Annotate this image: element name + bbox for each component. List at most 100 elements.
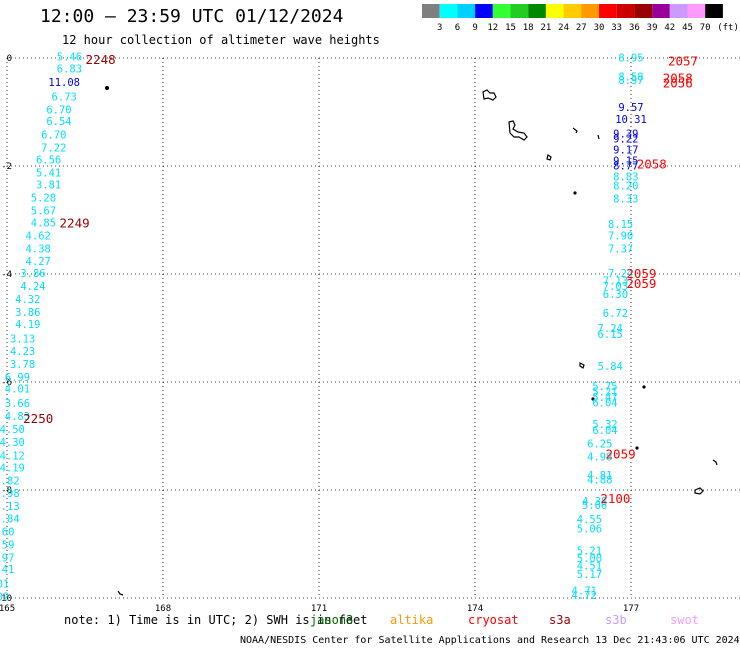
colorbar-swatch <box>422 4 440 18</box>
swh-value: 5.06 <box>577 523 602 535</box>
swh-value: 8.77 <box>613 160 638 172</box>
swh-value: 3.86 <box>20 268 45 280</box>
x-tick-label: 174 <box>467 604 483 614</box>
swh-value: 4.81 <box>587 470 612 482</box>
island <box>508 120 528 141</box>
coastline-islands <box>104 85 718 596</box>
satellite-s3a-label: s3a <box>549 613 571 627</box>
colorbar-label: 36 <box>629 23 640 33</box>
pass-number-label: 2058 <box>663 70 693 85</box>
color-legend: 3 6 9 12 15 18 21 24 27 30 33 36 39 42 45 70 (ft) <box>422 4 739 33</box>
chart-title: 12:00 – 23:59 UTC 01/12/2024 <box>40 6 344 27</box>
colorbar-swatch <box>528 4 546 18</box>
swh-value: 8.20 <box>613 180 638 192</box>
swh-value: 6.72 <box>603 308 628 320</box>
swh-value: 5.84 <box>598 361 623 373</box>
colorbar-label: 30 <box>594 23 605 33</box>
swh-value: 8.58 <box>618 71 643 83</box>
swh-value: 4.41 <box>0 564 14 576</box>
colorbar-swatch <box>634 4 653 18</box>
satellite-swot-label: swot <box>670 613 699 627</box>
y-tick-label: -4 <box>1 270 12 280</box>
swh-value: 7.37 <box>608 244 633 256</box>
colorbar-swatch <box>545 4 564 18</box>
pass-number-label: 2250 <box>23 411 53 426</box>
swh-value: 3.81 <box>36 179 61 191</box>
swh-value: 5.46 <box>57 51 82 63</box>
island <box>579 362 585 369</box>
swh-value: 4.71 <box>572 585 597 597</box>
swh-value: 4.19 <box>15 319 40 331</box>
swh-value: 4.01 <box>5 383 30 395</box>
swh-value: 6.56 <box>36 155 61 167</box>
swh-value: 4.88 <box>587 475 612 487</box>
colorbar-label: 15 <box>505 23 516 33</box>
colorbar-label: 21 <box>540 23 551 33</box>
swh-value: 6.70 <box>41 130 66 142</box>
colorbar-swatch <box>687 4 706 18</box>
swh-value: 10.31 <box>615 114 647 126</box>
swh-value: 4.02 <box>0 591 9 603</box>
island <box>117 590 124 596</box>
swh-value: 5.06 <box>582 500 607 512</box>
swh-value: 7.13 <box>603 275 628 287</box>
swh-value: 6.15 <box>598 329 623 341</box>
satellite-cryosat-label: cryosat <box>468 613 519 627</box>
colorbar-label: 12 <box>487 23 498 33</box>
x-tick-label: 165 <box>0 604 15 614</box>
swh-value: 7.24 <box>608 268 633 280</box>
swh-value: 6.83 <box>57 63 82 75</box>
colorbar-label: 70 <box>700 23 711 33</box>
colorbar-swatch <box>475 4 493 18</box>
island <box>642 385 646 389</box>
swh-value: 7.22 <box>41 143 66 155</box>
pass-number-label: 2059 <box>626 276 656 291</box>
swh-value: 8.15 <box>608 219 633 231</box>
swh-value: 9.15 <box>613 156 638 168</box>
footer-note: note: 1) Time is in UTC; 2) SWH is in fe… <box>64 613 368 627</box>
island <box>572 127 578 134</box>
swh-value: 4.13 <box>0 501 20 513</box>
swh-value: 5.28 <box>31 192 56 204</box>
colorbar-swatch <box>457 4 476 18</box>
swh-value: 9.39 <box>613 129 638 141</box>
pass-number-label: 2058 <box>637 156 667 171</box>
swh-value: 5.75 <box>592 381 617 393</box>
swh-value: 4.50 <box>0 424 25 436</box>
colorbar-swatch <box>581 4 599 18</box>
colorbar-swatch <box>439 4 458 18</box>
swh-value: 7.24 <box>598 323 623 335</box>
swh-value: 4.12 <box>0 450 25 462</box>
pass-number-label: 2059 <box>626 266 656 281</box>
credit-line: NOAA/NESDIS Center for Satellite Applica… <box>240 635 740 646</box>
island <box>104 85 110 91</box>
swh-value: 5.32 <box>592 419 617 431</box>
swh-value: 4.84 <box>0 514 20 526</box>
colorbar-label: 45 <box>682 23 693 33</box>
swh-value: 8.33 <box>613 193 638 205</box>
island <box>694 487 704 495</box>
swh-value: 4.98 <box>0 488 20 500</box>
swh-value: 6.04 <box>592 425 617 437</box>
pass-number-label: 2249 <box>60 216 90 231</box>
colorbar-swatch <box>510 4 529 18</box>
colorbar-swatch <box>563 4 582 18</box>
swh-value: 4.24 <box>20 281 45 293</box>
y-tick-label: -10 <box>0 594 12 604</box>
colorbar-swatch <box>616 4 635 18</box>
island <box>573 191 577 195</box>
swh-value: 5.67 <box>31 205 56 217</box>
x-tick-label: 168 <box>155 604 171 614</box>
colorbar-label: 9 <box>472 23 477 33</box>
x-tick-label: 171 <box>311 604 327 614</box>
satellite-jason3-label: jason3 <box>310 613 354 627</box>
swh-value: 4.82 <box>0 475 20 487</box>
swh-value: 8.95 <box>618 52 643 64</box>
colorbar-label: 24 <box>558 23 569 33</box>
colorbar-swatch <box>669 4 688 18</box>
colorbar-label: 39 <box>647 23 658 33</box>
swh-value: 4.62 <box>26 231 51 243</box>
swh-value: 4.59 <box>0 540 14 552</box>
swh-value: 4.55 <box>577 514 602 526</box>
